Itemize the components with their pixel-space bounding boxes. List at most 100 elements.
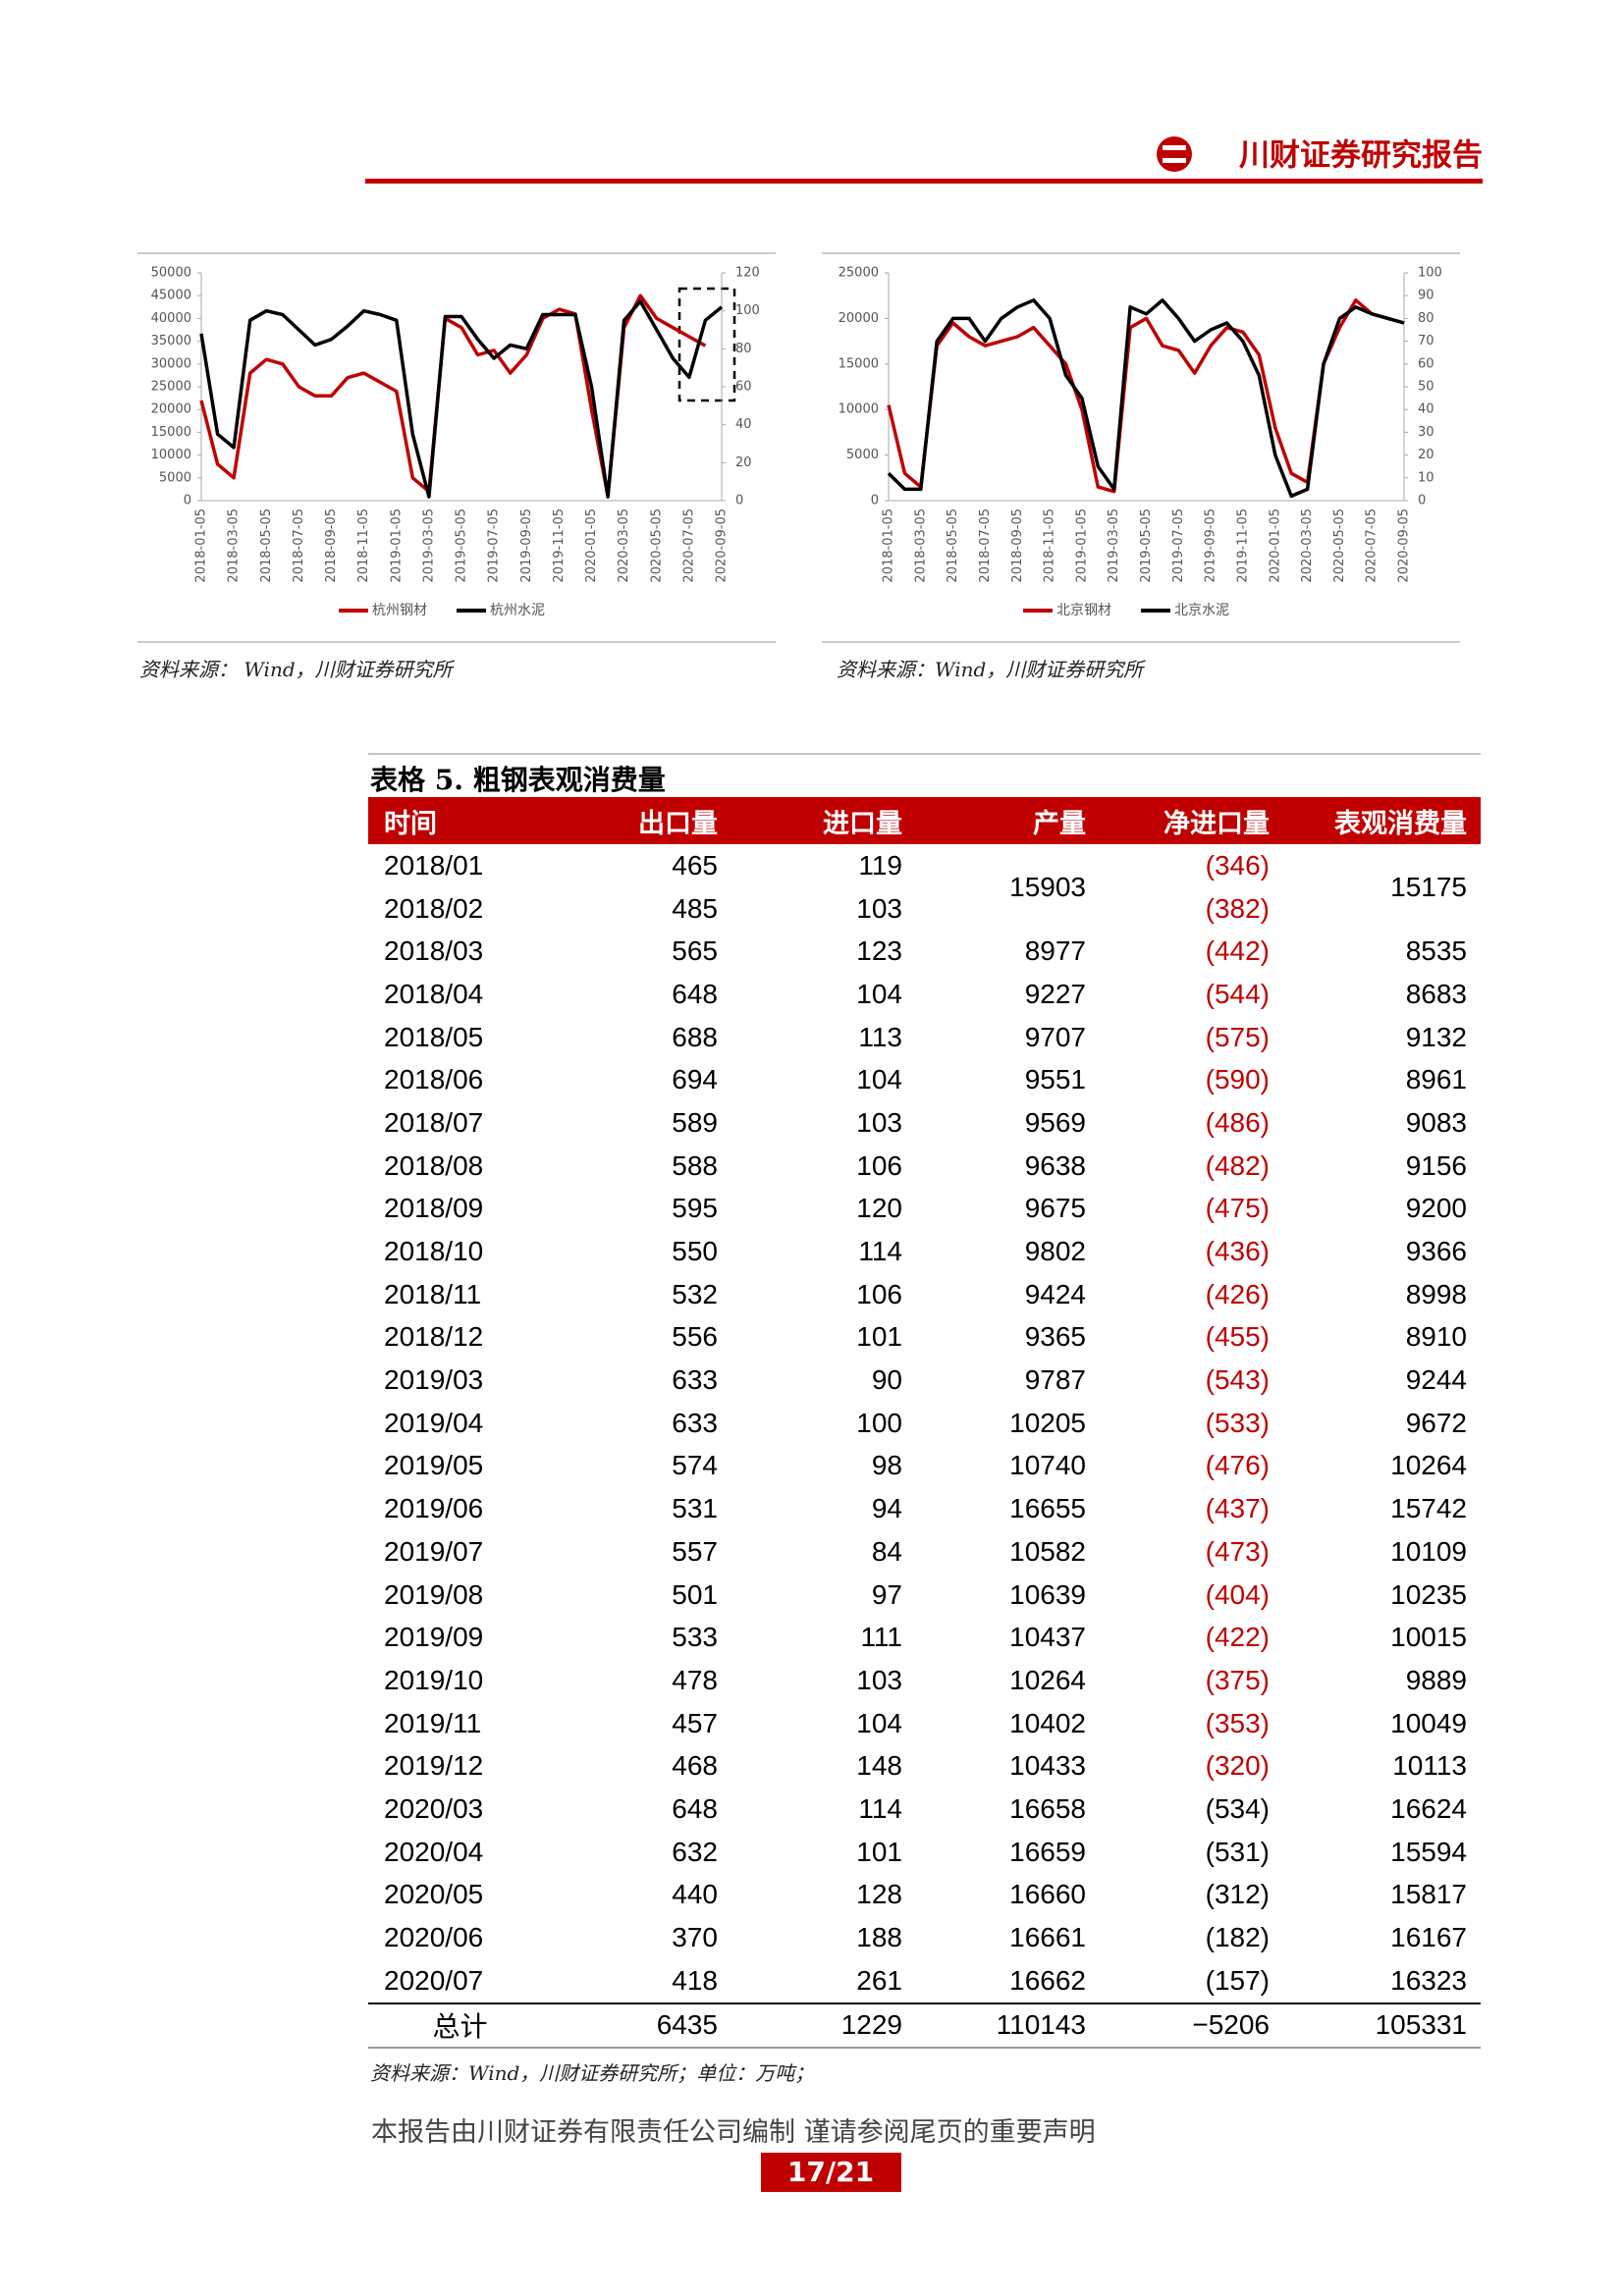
table-cell: 2018/08 xyxy=(384,1149,484,1181)
total-row: 总计 6435 1229 110143 −5206 105331 xyxy=(368,2002,1481,2050)
page-number: 17/21 xyxy=(787,2156,874,2188)
table-cell: 532 xyxy=(672,1278,718,1309)
page-badge xyxy=(761,2153,901,2192)
legend-label: 北京水泥 xyxy=(1174,603,1229,618)
table-cell: (436) xyxy=(1205,1236,1270,1267)
table-cell: (531) xyxy=(1205,1836,1270,1867)
x-tick-label: 2020-01-05 xyxy=(584,508,599,583)
series-line xyxy=(199,299,724,499)
table-cell: 94 xyxy=(871,1493,902,1524)
x-tick-label: 2020-07-05 xyxy=(681,508,696,583)
table-cell: 2018/06 xyxy=(384,1064,484,1095)
table-cell: 148 xyxy=(856,1750,902,1782)
y-tick-label: 25000 xyxy=(151,380,191,395)
table-cell: 550 xyxy=(672,1236,718,1267)
x-tick-label: 2019-09-05 xyxy=(1204,508,1218,583)
table-cell: 119 xyxy=(858,849,902,881)
header-row: 时间 出口量 进口量 产量 净进口量 表观消费量 xyxy=(368,797,1481,844)
y-tick-label: 0 xyxy=(871,494,879,508)
logo-mark xyxy=(1163,158,1186,163)
table-cell: (455) xyxy=(1205,1321,1270,1353)
table-cell: 123 xyxy=(856,935,902,967)
table-cell: 90 xyxy=(871,1364,902,1396)
y-tick-label: 5000 xyxy=(846,448,879,462)
column-header: 出口量 xyxy=(550,797,731,844)
table-cell: 2018/03 xyxy=(384,935,484,967)
y2-tick-label: 60 xyxy=(735,380,752,395)
table-cell: 114 xyxy=(858,1792,902,1824)
y2-tick-label: 0 xyxy=(735,494,743,508)
column-header: 产量 xyxy=(916,797,1100,844)
table-cell: (475) xyxy=(1205,1193,1270,1224)
x-tick-label: 2018-05-05 xyxy=(946,508,960,583)
table-cell: 9551 xyxy=(1024,1064,1086,1095)
table-row: 2020/04 632 101 16659 (531) 15594 xyxy=(368,1831,1481,1874)
table-cell: 595 xyxy=(672,1193,718,1224)
table-cell: 9227 xyxy=(1024,978,1086,1009)
y2-tick-label: 40 xyxy=(1418,402,1435,417)
table-cell: 574 xyxy=(672,1450,718,1481)
table-cell: 188 xyxy=(856,1922,902,1953)
y-tick-label: 40000 xyxy=(151,311,191,326)
table-cell: 113 xyxy=(858,1021,902,1052)
table-cell: 10582 xyxy=(1009,1535,1086,1567)
column-header: 时间 xyxy=(368,797,550,844)
table-cell: 589 xyxy=(672,1106,718,1138)
table-cell: 16659 xyxy=(1009,1836,1086,1867)
table-cell: 2019/07 xyxy=(384,1535,484,1567)
y-tick-label: 15000 xyxy=(151,425,191,440)
table-row: 2018/11 532 106 9424 (426) 8998 xyxy=(368,1273,1481,1316)
x-tick-label: 2020-03-05 xyxy=(617,508,631,583)
table-cell: (442) xyxy=(1205,935,1270,967)
table-cell: 8535 xyxy=(1405,935,1467,967)
table-cell: 10433 xyxy=(1009,1750,1086,1782)
table-cell: 10205 xyxy=(1009,1407,1086,1438)
logo-mark xyxy=(1163,145,1186,150)
table-cell: 2019/11 xyxy=(384,1707,482,1738)
table-cell: (346) xyxy=(1205,849,1270,881)
y-tick-label: 15000 xyxy=(839,356,879,371)
table-cell: (437) xyxy=(1205,1493,1270,1524)
table-cell: 103 xyxy=(856,1106,902,1138)
x-tick-label: 2019-01-05 xyxy=(1074,508,1089,583)
table-cell: (533) xyxy=(1205,1407,1270,1438)
table-cell: 128 xyxy=(856,1879,902,1910)
y-tick-label: 20000 xyxy=(839,311,879,326)
table-cell: 6435 xyxy=(550,2002,731,2050)
table-cell: 15594 xyxy=(1390,1836,1467,1867)
series-line xyxy=(887,298,1405,499)
table-row: 2020/03 648 114 16658 (534) 16624 xyxy=(368,1788,1481,1831)
table-cell: (473) xyxy=(1205,1535,1270,1567)
y2-tick-label: 40 xyxy=(735,417,752,432)
table-row: 2019/11 457 104 10402 (353) 10049 xyxy=(368,1702,1481,1745)
table-cell: (482) xyxy=(1205,1149,1270,1181)
table-row: 2018/03 565 123 8977 (442) 8535 xyxy=(368,930,1481,973)
table-cell: 2020/04 xyxy=(384,1836,484,1867)
table-row: 2018/05 688 113 9707 (575) 9132 xyxy=(368,1016,1481,1059)
table-cell: 15175 xyxy=(1390,871,1467,902)
table-cell: 2019/09 xyxy=(384,1622,484,1653)
table-cell: 105331 xyxy=(1283,2002,1481,2050)
table-cell: 2019/03 xyxy=(384,1364,484,1396)
table-cell: 10437 xyxy=(1009,1622,1086,1653)
y2-tick-label: 100 xyxy=(735,303,760,318)
table-cell: (404) xyxy=(1205,1578,1270,1610)
column-header: 表观消费量 xyxy=(1283,797,1481,844)
table-cell: 457 xyxy=(672,1707,718,1738)
table-cell: 106 xyxy=(856,1149,902,1181)
table-cell: 106 xyxy=(856,1278,902,1309)
table-cell: 16662 xyxy=(1009,1964,1086,1996)
y-tick-label: 45000 xyxy=(151,289,191,303)
table-row: 2018/04 648 104 9227 (544) 8683 xyxy=(368,973,1481,1016)
table-cell: 9675 xyxy=(1024,1193,1086,1224)
table-cell: 9707 xyxy=(1024,1021,1086,1052)
table-cell: 10109 xyxy=(1390,1535,1467,1567)
table-cell: 648 xyxy=(672,978,718,1009)
table-cell: 总计 xyxy=(368,2002,550,2050)
x-tick-label: 2020-05-05 xyxy=(649,508,664,583)
table-row: 2019/10 478 103 10264 (375) 9889 xyxy=(368,1659,1481,1702)
table-cell: (476) xyxy=(1205,1450,1270,1481)
table-cell: 103 xyxy=(856,892,902,924)
table-cell: 10639 xyxy=(1009,1578,1086,1610)
